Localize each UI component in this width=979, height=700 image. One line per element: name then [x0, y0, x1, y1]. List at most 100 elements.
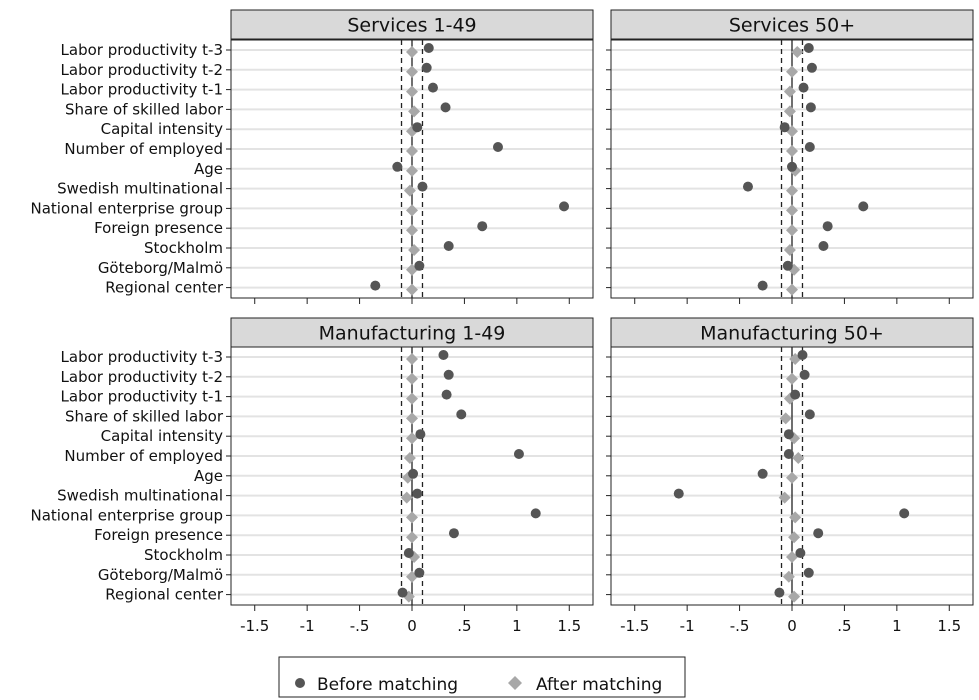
before-matching-point — [417, 181, 428, 192]
before-matching-point — [414, 260, 425, 271]
before-matching-point — [806, 62, 817, 73]
before-matching-point — [899, 508, 910, 519]
legend-before-marker — [295, 678, 305, 688]
before-matching-point — [742, 181, 753, 192]
after-matching-point — [789, 511, 802, 524]
after-matching-point — [406, 204, 418, 217]
panel-header — [610, 9, 974, 40]
after-matching-point — [408, 105, 421, 118]
y-tick-label: Number of employed — [64, 447, 223, 465]
after-matching-point — [786, 471, 798, 484]
before-matching-point — [804, 142, 815, 152]
before-matching-point — [513, 449, 524, 459]
after-matching-point — [782, 570, 795, 583]
before-matching-point — [787, 161, 797, 172]
after-matching-point — [406, 531, 418, 544]
legend-after-marker — [508, 676, 522, 690]
before-matching-point — [438, 350, 449, 360]
after-matching-point — [406, 85, 418, 98]
panel-title: Services 1-49 — [347, 15, 476, 37]
before-matching-point — [415, 429, 426, 440]
before-matching-point — [782, 260, 793, 271]
y-tick-label: Share of skilled labor — [65, 407, 224, 425]
y-tick-label: Age — [194, 160, 223, 178]
before-matching-point — [412, 488, 423, 499]
before-matching-point — [477, 221, 488, 232]
before-matching-point — [403, 548, 414, 558]
y-tick-label: Labor productivity t-2 — [61, 368, 223, 386]
x-tick-label: -1.5 — [620, 617, 649, 635]
y-tick-label: Age — [194, 467, 223, 485]
after-matching-point — [792, 452, 805, 464]
before-matching-point — [427, 82, 438, 93]
after-matching-point — [786, 372, 798, 385]
x-tick-label: -.5 — [730, 617, 750, 635]
x-tick-label: -1 — [300, 617, 315, 635]
after-matching-point — [406, 164, 418, 177]
before-matching-point — [421, 62, 432, 73]
y-tick-label: Regional center — [105, 586, 224, 604]
x-tick-label: 1 — [892, 617, 902, 635]
before-matching-point — [492, 142, 503, 152]
after-matching-point — [788, 531, 801, 544]
y-tick-label: National enterprise group — [30, 199, 223, 217]
y-tick-label: Göteborg/Malmö — [98, 259, 223, 277]
before-matching-point — [798, 82, 809, 93]
before-matching-point — [441, 389, 452, 400]
after-matching-point — [786, 204, 798, 217]
after-matching-point — [406, 283, 418, 296]
before-matching-point — [799, 369, 810, 380]
before-matching-point — [559, 201, 570, 212]
after-matching-point — [406, 432, 418, 445]
after-matching-point — [783, 85, 796, 98]
after-matching-point — [783, 244, 796, 256]
y-tick-label: Stockholm — [144, 546, 223, 564]
after-matching-point — [406, 46, 418, 58]
before-matching-point — [804, 409, 815, 420]
x-tick-label: 1 — [512, 617, 522, 635]
before-matching-point — [783, 429, 794, 440]
after-matching-point — [406, 65, 418, 78]
y-tick-label: Capital intensity — [101, 120, 224, 138]
after-matching-point — [406, 224, 418, 237]
y-tick-label: Swedish multinational — [57, 180, 223, 198]
before-matching-point — [443, 241, 454, 251]
before-matching-point — [456, 409, 467, 420]
after-matching-point — [406, 412, 418, 425]
after-matching-point — [778, 491, 791, 504]
before-matching-point — [779, 122, 790, 133]
after-matching-point — [406, 511, 418, 524]
before-matching-point — [803, 567, 814, 578]
before-matching-point — [813, 528, 824, 539]
x-tick-label: -1.5 — [240, 617, 269, 635]
after-matching-point — [403, 184, 416, 197]
y-tick-label: Foreign presence — [94, 526, 223, 544]
panel-4: Manufacturing 50+ -1.5 -1 -.5 0 .5 1 1.5 — [606, 317, 974, 635]
panel-header — [230, 9, 594, 40]
y-tick-label: Regional center — [105, 279, 224, 297]
before-matching-point — [805, 102, 816, 113]
before-matching-point — [757, 280, 768, 291]
before-matching-point — [440, 102, 451, 113]
y-tick-label: Labor productivity t-3 — [61, 348, 223, 366]
legend-frame — [278, 656, 686, 698]
panel-2: Services 50+ — [606, 9, 974, 304]
y-tick-label: Share of skilled labor — [65, 100, 224, 118]
before-matching-point — [797, 350, 808, 360]
y-tick-label: Labor productivity t-1 — [61, 388, 223, 406]
panel-title: Services 50+ — [729, 15, 855, 37]
x-tick-label: -.5 — [350, 617, 370, 635]
x-tick-label: 0 — [407, 617, 417, 635]
after-matching-point — [406, 353, 418, 365]
before-matching-point — [443, 369, 454, 380]
before-matching-point — [774, 587, 785, 598]
before-matching-point — [448, 528, 459, 539]
before-matching-point — [392, 161, 403, 172]
legend: Before matching After matching — [278, 656, 686, 698]
before-matching-point — [530, 508, 541, 519]
y-tick-label: Labor productivity t-2 — [61, 61, 223, 79]
before-matching-point — [858, 201, 869, 212]
panel-1: Services 1-49 Labor productivity t-3 Labor… — [30, 9, 594, 304]
y-tick-label: Labor productivity t-3 — [61, 41, 223, 59]
